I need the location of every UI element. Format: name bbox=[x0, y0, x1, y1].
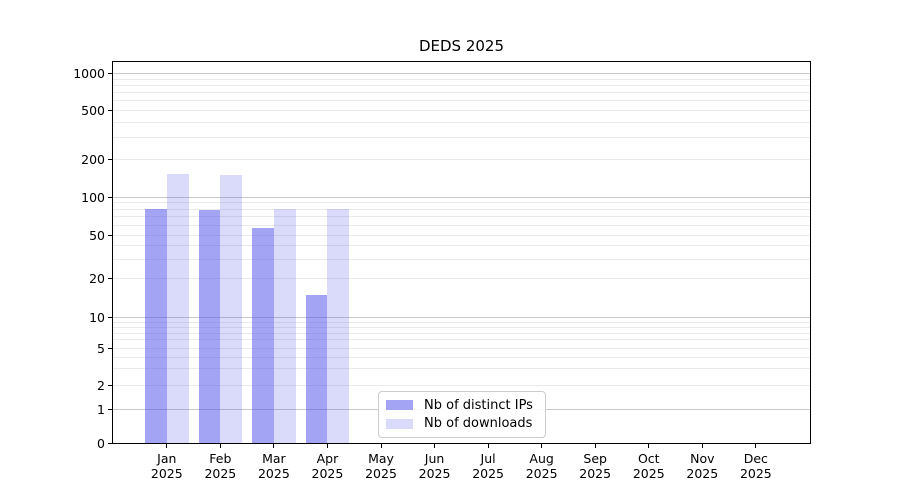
y-tick-label: 1 bbox=[97, 401, 105, 417]
x-tick-label: Dec 2025 bbox=[739, 451, 772, 481]
gridline-major bbox=[113, 196, 810, 198]
gridline-minor bbox=[113, 224, 810, 226]
gridline-minor bbox=[113, 339, 810, 341]
y-tick bbox=[108, 110, 112, 111]
legend: Nb of distinct IPs Nb of downloads bbox=[378, 391, 546, 438]
y-tick bbox=[108, 278, 112, 279]
bar-distinct-ips bbox=[145, 208, 167, 444]
x-tick bbox=[273, 444, 275, 448]
x-tick-label: Mar 2025 bbox=[257, 451, 290, 481]
x-tick-label: Jun 2025 bbox=[418, 451, 451, 481]
legend-swatch-distinct-ips bbox=[386, 399, 413, 411]
x-tick-label: Apr 2025 bbox=[311, 451, 344, 481]
y-tick bbox=[108, 347, 112, 349]
x-tick bbox=[487, 444, 489, 448]
gridline-minor bbox=[113, 356, 810, 358]
x-tick-label: Feb 2025 bbox=[204, 451, 237, 481]
gridline-minor bbox=[113, 368, 810, 370]
x-tick-label: Oct 2025 bbox=[632, 451, 665, 481]
gridline-minor bbox=[113, 137, 810, 139]
gridline-minor bbox=[113, 347, 810, 349]
gridline-minor bbox=[113, 385, 810, 386]
y-tick-label: 0 bbox=[97, 436, 105, 451]
bar-downloads bbox=[273, 209, 296, 444]
bar-downloads bbox=[166, 173, 189, 444]
bar-distinct-ips bbox=[305, 294, 328, 444]
gridline-minor bbox=[113, 245, 810, 247]
y-tick bbox=[108, 408, 112, 410]
gridline-minor bbox=[113, 326, 810, 328]
gridline-minor bbox=[113, 121, 810, 123]
gridline-minor bbox=[113, 202, 810, 204]
y-tick-label: 50 bbox=[89, 227, 105, 243]
gridline-minor bbox=[113, 110, 810, 111]
y-tick bbox=[108, 317, 112, 318]
gridline-minor bbox=[113, 278, 810, 279]
legend-label-distinct-ips: Nb of distinct IPs bbox=[424, 397, 533, 413]
gridline-major bbox=[113, 317, 810, 318]
y-tick-label: 200 bbox=[81, 152, 105, 167]
y-tick-label: 1000 bbox=[73, 66, 105, 81]
y-tick bbox=[108, 443, 112, 444]
gridline-minor bbox=[113, 100, 810, 102]
gridline-minor bbox=[113, 332, 810, 334]
gridline-major bbox=[113, 73, 810, 74]
y-tick-label: 100 bbox=[81, 189, 105, 205]
y-tick-label: 10 bbox=[89, 310, 105, 325]
y-tick bbox=[108, 234, 112, 236]
gridline-minor bbox=[113, 208, 810, 210]
x-tick bbox=[380, 444, 382, 448]
plot-area-frame bbox=[112, 61, 811, 444]
bar-distinct-ips bbox=[198, 209, 221, 444]
y-tick bbox=[108, 196, 112, 198]
bar-distinct-ips bbox=[252, 227, 274, 444]
bar-downloads bbox=[220, 175, 243, 444]
x-tick-label: Aug 2025 bbox=[525, 451, 558, 481]
y-tick bbox=[108, 159, 112, 160]
x-tick-label: Nov 2025 bbox=[686, 451, 719, 481]
x-tick bbox=[541, 444, 543, 448]
x-tick bbox=[219, 444, 221, 448]
gridline-minor bbox=[113, 159, 810, 160]
legend-item-downloads: Nb of downloads bbox=[386, 416, 539, 431]
y-tick-label: 500 bbox=[81, 103, 105, 118]
x-tick bbox=[594, 444, 596, 448]
y-tick bbox=[108, 73, 112, 74]
x-tick bbox=[701, 444, 703, 448]
bar-downloads bbox=[327, 209, 350, 444]
x-tick-label: May 2025 bbox=[365, 451, 397, 481]
gridline-minor bbox=[113, 321, 810, 323]
legend-item-distinct-ips: Nb of distinct IPs bbox=[386, 398, 539, 413]
x-tick bbox=[755, 444, 757, 448]
x-tick bbox=[166, 444, 168, 448]
gridline-minor bbox=[113, 234, 810, 236]
x-tick-label: Sep 2025 bbox=[579, 451, 612, 481]
chart-title: DEDS 2025 bbox=[418, 37, 505, 55]
gridline-minor bbox=[113, 216, 810, 218]
legend-swatch-downloads bbox=[386, 418, 413, 430]
gridline-minor bbox=[113, 84, 810, 86]
gridline-minor bbox=[113, 92, 810, 94]
gridline-minor bbox=[113, 78, 810, 80]
x-tick-label: Jan 2025 bbox=[150, 451, 183, 481]
y-tick bbox=[108, 385, 112, 386]
legend-label-downloads: Nb of downloads bbox=[424, 416, 533, 432]
y-tick-label: 5 bbox=[97, 340, 105, 356]
x-tick bbox=[648, 444, 650, 448]
y-tick-label: 20 bbox=[89, 271, 105, 286]
gridline-minor bbox=[113, 258, 810, 260]
x-tick-label: Jul 2025 bbox=[472, 451, 504, 481]
y-tick-label: 2 bbox=[97, 378, 105, 393]
x-tick bbox=[326, 444, 328, 448]
x-tick bbox=[434, 444, 436, 448]
